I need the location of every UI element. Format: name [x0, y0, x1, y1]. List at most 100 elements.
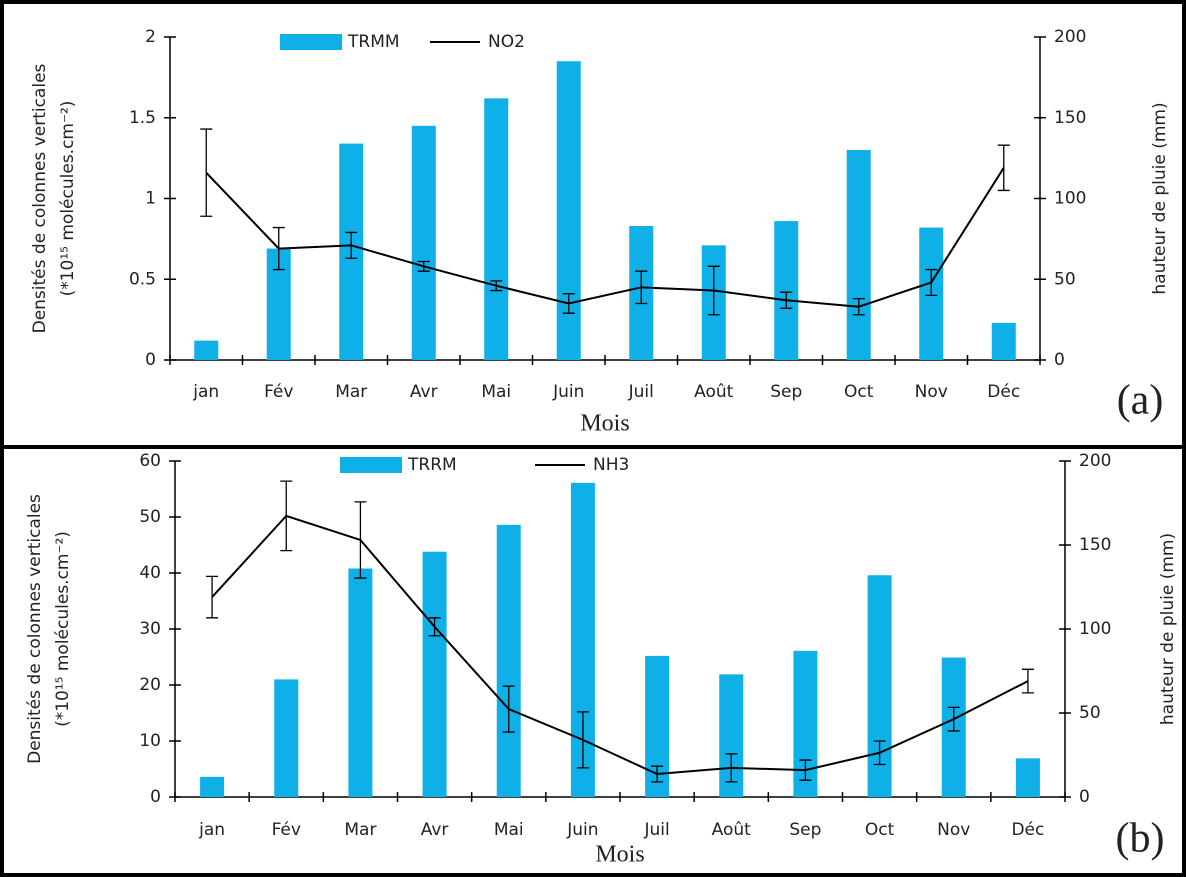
error-bar	[354, 501, 367, 579]
y2-tick-label: 100	[1054, 189, 1086, 209]
x-tick-label: Juil	[628, 382, 654, 402]
error-bar	[852, 297, 865, 316]
y2-tick-label: 200	[1054, 27, 1086, 47]
bar	[556, 61, 581, 360]
error-bar	[206, 575, 219, 619]
bar	[348, 568, 373, 797]
y-tick-label: 30	[139, 619, 161, 639]
x-tick-label: Sep	[789, 820, 821, 840]
error-bar	[200, 128, 213, 217]
error-bar	[799, 759, 812, 781]
error-bar	[280, 480, 293, 552]
y2-tick-label: 150	[1054, 108, 1086, 128]
legend-label: NH3	[593, 455, 629, 475]
legend-swatch	[340, 457, 402, 473]
y2-tick-label: 200	[1079, 451, 1111, 471]
legend-label: TRRM	[407, 455, 457, 475]
x-tick-label: Août	[712, 820, 752, 840]
error-bar	[576, 711, 589, 769]
bar	[411, 125, 436, 360]
y2-tick-label: 100	[1079, 619, 1111, 639]
x-axis-label: Mois	[580, 411, 629, 437]
y-tick-label: 60	[139, 451, 161, 471]
x-tick-label: Juil	[643, 820, 669, 840]
legend-label: TRMM	[347, 32, 400, 52]
y-tick-label: 0.5	[129, 269, 156, 289]
x-axis-label: Mois	[595, 842, 644, 868]
y-axis-label: (*10¹⁵ molécules.cm⁻²)	[58, 101, 78, 297]
error-bar	[417, 260, 430, 272]
x-tick-label: Avr	[410, 382, 438, 402]
x-tick-label: jan	[198, 820, 225, 840]
x-tick-label: Août	[694, 382, 734, 402]
bar	[194, 340, 219, 360]
y2-tick-label: 50	[1054, 269, 1076, 289]
y-tick-label: 1	[145, 189, 156, 209]
legend-swatch	[280, 34, 342, 50]
bar	[200, 776, 225, 797]
x-tick-label: Mar	[344, 820, 376, 840]
y-tick-label: 0	[145, 350, 156, 370]
y-tick-label: 1.5	[129, 108, 156, 128]
line	[205, 167, 1005, 308]
x-tick-label: Nov	[937, 820, 970, 840]
y2-tick-label: 50	[1079, 703, 1101, 723]
y-tick-label: 50	[139, 507, 161, 527]
y2-tick-label: 0	[1054, 350, 1065, 370]
bar	[991, 322, 1016, 360]
bar	[422, 551, 447, 797]
y2-axis-label: hauteur de pluie (mm)	[1150, 102, 1170, 294]
x-tick-label: Nov	[915, 382, 948, 402]
y2-axis-label: hauteur de pluie (mm)	[1158, 533, 1178, 725]
x-tick-label: Mai	[481, 382, 511, 402]
panel-label: (b)	[1116, 816, 1165, 862]
y-tick-label: 10	[139, 731, 161, 751]
legend-label: NO2	[488, 32, 525, 52]
error-bar	[725, 753, 738, 783]
error-bar	[707, 265, 720, 316]
x-tick-label: Oct	[865, 820, 895, 840]
error-bar	[428, 617, 441, 637]
x-tick-label: Mai	[494, 820, 524, 840]
bar	[484, 98, 509, 361]
y-axis-label: (*10¹⁵ molécules.cm⁻²)	[53, 531, 73, 727]
bar	[1015, 758, 1040, 797]
x-tick-label: jan	[192, 382, 219, 402]
error-bar	[1021, 668, 1034, 694]
y-axis-label: Densités de colonnes verticales	[25, 494, 45, 764]
bar	[774, 221, 799, 360]
bar	[274, 679, 299, 797]
line	[211, 514, 1029, 776]
error-bar	[873, 740, 886, 766]
y2-tick-label: 0	[1079, 787, 1090, 807]
error-bar	[997, 144, 1010, 192]
error-bar	[490, 280, 503, 292]
error-bar	[272, 226, 285, 271]
x-tick-label: Juin	[552, 382, 584, 402]
y-tick-label: 2	[145, 27, 156, 47]
error-bar	[345, 231, 358, 259]
x-tick-label: Oct	[844, 382, 874, 402]
error-bar	[925, 268, 938, 297]
bar	[496, 524, 521, 797]
x-tick-label: Fév	[264, 382, 293, 402]
error-bar	[651, 765, 664, 783]
error-bar	[780, 291, 793, 309]
x-tick-label: Sep	[770, 382, 802, 402]
error-bar	[635, 270, 648, 305]
x-tick-label: Fév	[272, 820, 301, 840]
x-tick-label: Mar	[335, 382, 367, 402]
error-bar	[947, 706, 960, 732]
panel-label: (a)	[1117, 378, 1164, 424]
y2-tick-label: 150	[1079, 535, 1111, 555]
y-tick-label: 20	[139, 675, 161, 695]
y-tick-label: 40	[139, 563, 161, 583]
y-axis-label: Densités de colonnes verticales	[30, 63, 50, 333]
y-tick-label: 0	[150, 787, 161, 807]
bar	[846, 150, 871, 360]
error-bar	[562, 293, 575, 314]
x-tick-label: Déc	[987, 382, 1020, 402]
x-tick-label: Avr	[421, 820, 449, 840]
